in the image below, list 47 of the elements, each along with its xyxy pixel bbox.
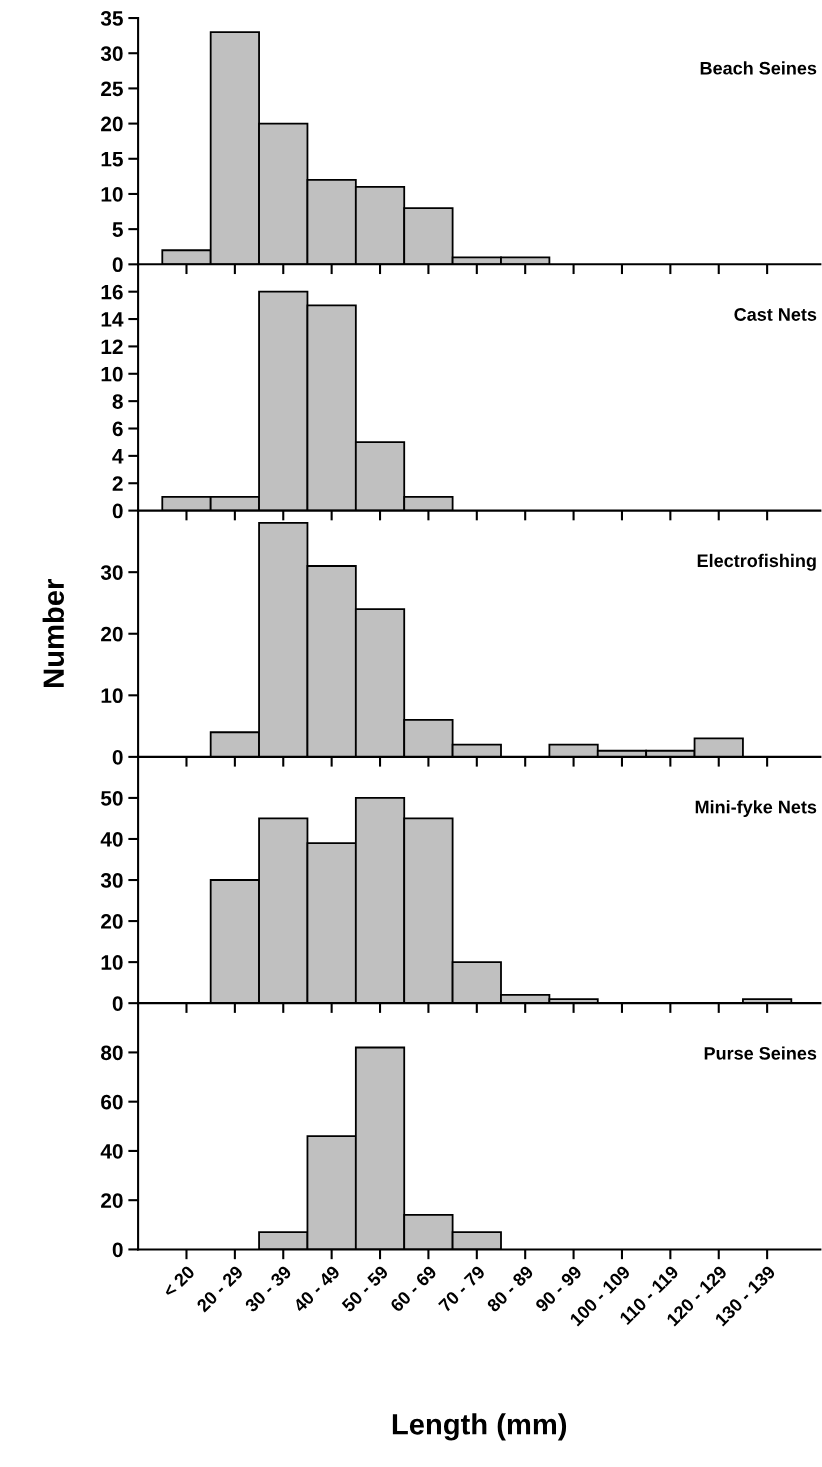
y-tick-label: 16 (101, 284, 123, 300)
y-tick-label: 5 (112, 222, 123, 237)
y-tick-label: 80 (101, 1045, 123, 1061)
x-tick-label: 40 - 49 (292, 1264, 341, 1313)
x-tick-label: 70 - 79 (437, 1264, 486, 1313)
x-tick-label: < 20 (162, 1264, 196, 1299)
y-tick-label: 40 (100, 1143, 123, 1159)
y-tick-label: 4 (112, 449, 124, 464)
x-tick-label: 50 - 59 (341, 1264, 389, 1313)
text: Electrofishing (697, 553, 816, 571)
y-axis-title: Number (42, 579, 65, 687)
text: Beach Seines (700, 61, 817, 75)
y-tick-label: 0 (112, 996, 123, 1011)
y-tick-label: 15 (101, 151, 123, 167)
x-tick-label: 30 - 39 (244, 1264, 293, 1313)
y-tick-label: 60 (101, 1094, 123, 1110)
y-tick-label: 0 (112, 257, 123, 273)
y-tick-label: 10 (101, 366, 123, 382)
text: Purse Seines (704, 1046, 817, 1060)
y-tick-label: 25 (101, 81, 123, 97)
text: Cast Nets (734, 308, 817, 321)
y-tick-label: 8 (112, 394, 123, 409)
y-tick-label: 12 (101, 339, 123, 354)
y-tick-label: 20 (101, 1193, 123, 1208)
y-tick-label: 0 (112, 503, 123, 519)
y-tick-label: 30 (100, 565, 123, 580)
y-tick-label: 40 (100, 831, 123, 847)
text: Mini-fyke Nets (695, 800, 817, 818)
y-tick-label: 20 (101, 116, 123, 132)
y-tick-label: 35 (100, 11, 123, 26)
y-tick-label: 20 (101, 914, 123, 929)
x-tick-label: 20 - 29 (195, 1264, 244, 1313)
y-tick-label: 30 (100, 46, 123, 62)
y-tick-label: 6 (112, 421, 123, 437)
y-tick-label: 0 (112, 1242, 123, 1258)
y-tick-label: 10 (101, 955, 123, 970)
y-tick-label: 30 (100, 873, 123, 888)
y-tick-label: 2 (112, 476, 123, 491)
x-axis-title: Length (mm) (392, 1413, 567, 1441)
x-tick-label: 60 - 69 (389, 1264, 438, 1313)
y-tick-label: 10 (101, 688, 123, 704)
y-tick-label: 14 (101, 312, 124, 327)
y-tick-label: 20 (101, 626, 123, 642)
y-tick-label: 0 (112, 749, 123, 765)
x-tick-label: 80 - 89 (486, 1264, 535, 1313)
y-tick-label: 50 (100, 790, 123, 806)
y-tick-label: 10 (101, 186, 123, 202)
